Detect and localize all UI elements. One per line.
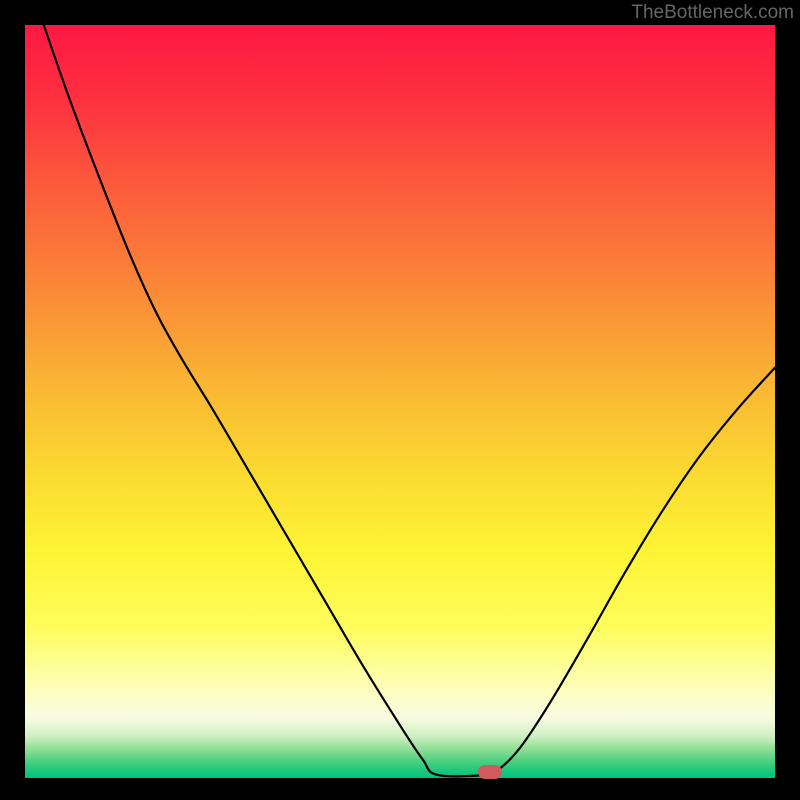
curve-layer <box>25 25 775 778</box>
source-watermark: TheBottleneck.com <box>631 2 794 24</box>
bottleneck-curve <box>44 25 775 776</box>
chart-container <box>0 0 800 800</box>
optimum-marker <box>478 765 502 779</box>
plot-area <box>25 25 775 778</box>
